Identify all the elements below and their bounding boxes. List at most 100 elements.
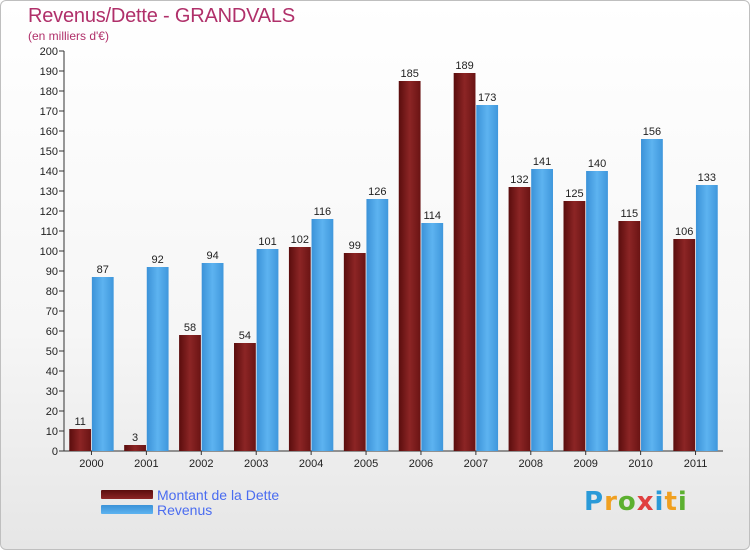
legend-label-revenus: Revenus (157, 501, 213, 518)
data-label-dette: 125 (565, 188, 583, 200)
x-tick-label: 2001 (134, 458, 158, 470)
y-tick-label: 170 (40, 106, 58, 118)
y-tick-label: 120 (40, 206, 58, 218)
y-tick-label: 10 (46, 426, 58, 438)
legend: Montant de la Dette Revenus (101, 486, 280, 518)
x-tick-label: 2005 (354, 458, 378, 470)
y-tick-label: 180 (40, 86, 58, 98)
data-label-revenus: 133 (698, 172, 716, 184)
bar-revenus (201, 263, 224, 451)
data-label-dette: 3 (132, 432, 138, 444)
x-tick-label: 2011 (684, 458, 708, 470)
data-label-dette: 115 (621, 208, 639, 220)
bar-dette (343, 253, 366, 451)
data-label-dette: 185 (400, 68, 418, 80)
legend-item-revenus: Revenus (101, 501, 279, 518)
x-tick-label: 2004 (299, 458, 323, 470)
bar-dette (453, 73, 476, 451)
bar-dette (288, 247, 311, 451)
bar-dette (618, 221, 641, 451)
x-tick-label: 2003 (244, 458, 268, 470)
x-tick-label: 2010 (628, 458, 652, 470)
legend-swatch-revenus (101, 505, 153, 514)
y-tick-label: 190 (40, 66, 58, 78)
data-label-revenus: 94 (206, 250, 218, 262)
y-tick-label: 150 (40, 146, 58, 158)
bar-dette (179, 335, 201, 451)
bar-revenus (695, 185, 718, 451)
data-label-revenus: 114 (423, 210, 441, 222)
y-tick-label: 130 (40, 186, 58, 198)
x-tick-label: 2006 (409, 458, 433, 470)
logo-letter: r (604, 487, 618, 517)
bar-dette (124, 445, 146, 451)
data-label-revenus: 92 (152, 254, 164, 266)
bar-revenus (641, 139, 663, 451)
y-tick-label: 20 (46, 406, 58, 418)
y-tick-label: 140 (40, 166, 58, 178)
bar-dette (563, 201, 586, 451)
data-label-dette: 102 (291, 234, 309, 246)
data-label-revenus: 140 (588, 158, 606, 170)
legend-item-debt: Montant de la Dette (101, 486, 280, 503)
data-label-dette: 132 (510, 174, 528, 186)
chart-title: Revenus/Dette - GRANDVALS (28, 5, 295, 27)
logo-letter: o (617, 487, 637, 517)
logo-letter: x (636, 487, 655, 517)
y-tick-label: 40 (46, 366, 58, 378)
bar-revenus (146, 267, 169, 451)
bars (69, 73, 718, 451)
bar-revenus (256, 249, 279, 451)
y-tick-label: 80 (46, 286, 58, 298)
bar-dette (673, 239, 696, 451)
bar-dette (234, 343, 256, 451)
bar-revenus (421, 223, 444, 451)
y-tick-label: 0 (52, 446, 58, 458)
logo-letter: t (664, 487, 678, 517)
data-label-revenus: 116 (314, 206, 332, 218)
data-label-dette: 189 (455, 60, 473, 72)
y-tick-label: 160 (40, 126, 58, 138)
data-label-revenus: 141 (533, 156, 551, 168)
data-label-revenus: 87 (97, 264, 109, 276)
x-tick-label: 2007 (464, 458, 488, 470)
proxiti-logo: Proxiti (584, 487, 688, 517)
y-tick-label: 30 (46, 386, 58, 398)
x-tick-label: 2009 (573, 458, 597, 470)
bar-dette (69, 429, 92, 451)
bar-revenus (311, 219, 334, 451)
data-label-revenus: 156 (643, 126, 661, 138)
bar-revenus (366, 199, 389, 451)
bar-revenus (531, 169, 553, 451)
data-labels: 11 87 3 92 58 94 54 101 102 116 99 126 185 114 189 173 1… (74, 60, 716, 444)
logo-letter: i (654, 487, 665, 517)
data-label-revenus: 126 (368, 186, 386, 198)
axes: 0 10 20 30 40 50 60 70 80 90 100 110 120 130 140 150 160… (40, 46, 723, 470)
data-label-revenus: 173 (478, 92, 496, 104)
y-tick-label: 110 (40, 226, 58, 238)
legend-label-debt: Montant de la Dette (157, 486, 280, 503)
data-label-revenus: 101 (258, 236, 276, 248)
logo-letter: i (677, 487, 688, 517)
legend-swatch-debt (101, 490, 153, 499)
logo-letter: P (584, 487, 605, 517)
y-tick-label: 200 (40, 46, 58, 58)
data-label-dette: 106 (675, 226, 693, 238)
bar-dette (398, 81, 421, 451)
data-label-dette: 99 (349, 240, 361, 252)
bar-revenus (476, 105, 499, 451)
y-tick-label: 70 (46, 306, 58, 318)
y-tick-label: 50 (46, 346, 58, 358)
data-label-dette: 11 (74, 416, 85, 428)
bar-dette (508, 187, 531, 451)
data-label-dette: 54 (239, 330, 251, 342)
data-label-dette: 58 (184, 322, 196, 334)
y-tick-label: 90 (46, 266, 58, 278)
x-tick-label: 2000 (79, 458, 103, 470)
bar-revenus (91, 277, 114, 451)
bar-revenus (586, 171, 608, 451)
chart-subtitle: (en milliers d'€) (28, 29, 109, 43)
y-tick-label: 100 (40, 246, 58, 258)
